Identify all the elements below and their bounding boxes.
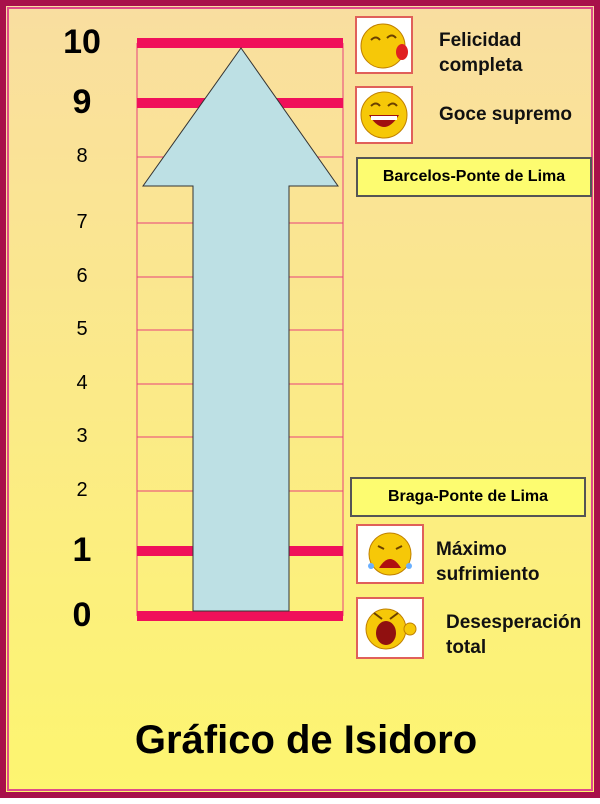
scale-label-6: 6 (76, 265, 88, 287)
kissing-face-icon (355, 16, 413, 74)
level-0-label: Desesperación total (446, 610, 581, 660)
label-line: Desesperación (446, 612, 582, 633)
scale-label-5: 5 (76, 318, 88, 340)
page-title: Gráfico de Isidoro (134, 718, 478, 762)
scale-label-2: 2 (76, 479, 88, 501)
label-line: Máximo (436, 539, 507, 560)
scale-label-3: 3 (76, 425, 88, 447)
level-10-label: Felicidad completa (439, 28, 522, 78)
scale-label-4: 4 (76, 372, 88, 394)
label-line: completa (439, 55, 523, 76)
scale-label-8: 8 (76, 145, 88, 167)
scale-graphic (136, 38, 344, 621)
route-barcelos-ponte-de-lima: Barcelos-Ponte de Lima (356, 157, 592, 197)
route-braga-ponte-de-lima: Braga-Ponte de Lima (350, 477, 586, 517)
level-9-label: Goce supremo (439, 104, 573, 125)
scale-label-0: 0 (72, 596, 92, 634)
label-line: Felicidad (439, 30, 522, 51)
label-line: sufrimiento (436, 564, 540, 585)
scale-label-9: 9 (72, 83, 92, 121)
scale-label-1: 1 (72, 531, 92, 569)
label-line: total (446, 637, 487, 658)
crying-face-icon (356, 524, 424, 584)
scale-label-7: 7 (76, 211, 88, 233)
laughing-face-icon (355, 86, 413, 144)
screaming-face-icon (356, 597, 424, 659)
scale-label-10: 10 (63, 23, 101, 61)
upward-arrow (142, 47, 339, 612)
level-1-label: Máximo sufrimiento (436, 537, 539, 587)
